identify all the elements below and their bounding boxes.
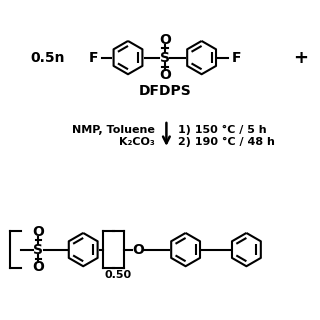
- Text: O: O: [32, 260, 44, 274]
- Text: O: O: [159, 68, 171, 82]
- Text: NMP, Toluene: NMP, Toluene: [72, 124, 155, 135]
- Text: F: F: [232, 51, 241, 65]
- Text: 2) 190 °C / 48 h: 2) 190 °C / 48 h: [178, 137, 275, 148]
- Text: 0.50: 0.50: [105, 270, 132, 280]
- Text: +: +: [293, 49, 308, 67]
- Text: K₂CO₃: K₂CO₃: [119, 137, 155, 148]
- Text: O: O: [132, 243, 144, 257]
- Text: 1) 150 °C / 5 h: 1) 150 °C / 5 h: [178, 124, 266, 135]
- Text: F: F: [88, 51, 98, 65]
- Text: O: O: [32, 225, 44, 239]
- Text: 0.5n: 0.5n: [31, 51, 65, 65]
- Text: S: S: [160, 51, 170, 65]
- Text: O: O: [159, 33, 171, 47]
- Text: DFDPS: DFDPS: [139, 84, 191, 98]
- Text: S: S: [33, 243, 44, 257]
